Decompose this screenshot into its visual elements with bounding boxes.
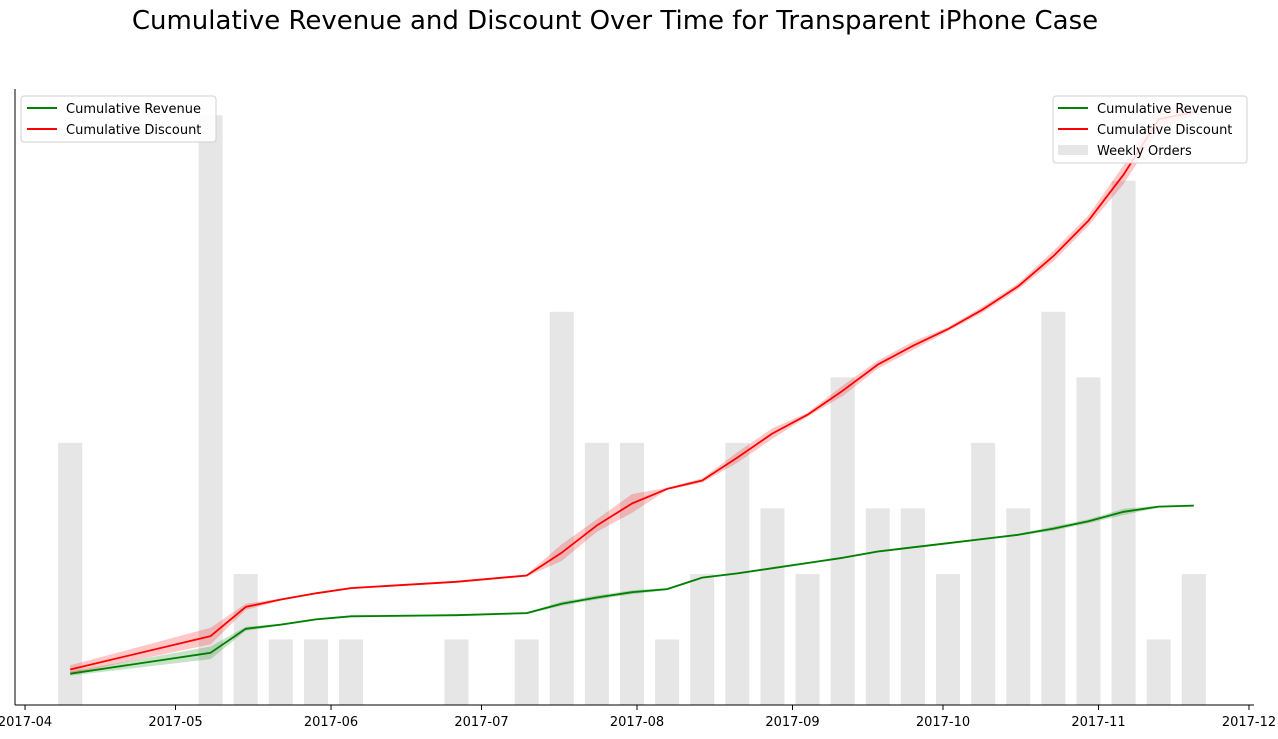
x-tick-label: 2017-10 [916,715,970,730]
weekly-orders-bar [198,115,223,705]
weekly-orders-bar [584,442,609,705]
weekly-orders-bar [339,639,364,705]
legend-right-frame [1052,95,1248,164]
weekly-orders-bar [58,442,83,705]
legend-left: Cumulative Revenue Cumulative Discount [20,95,217,143]
x-ticks-layer: 2017-04 2017-05 2017-06 2017-07 2017-08 2017-… [0,705,1276,730]
weekly-orders-bar [1181,573,1206,705]
x-tick-label: 2017-08 [610,715,664,730]
x-tick-label: 2017-06 [304,715,358,730]
weekly-orders-bar [795,573,820,705]
lines-layer [69,111,1194,675]
weekly-orders-bar [303,639,328,705]
weekly-orders-bar [1111,180,1136,705]
chart-title: Cumulative Revenue and Discount Over Tim… [131,6,1099,36]
x-tick-label: 2017-07 [454,715,508,730]
x-tick-label: 2017-12 [1222,715,1276,730]
legend-left-discount-label: Cumulative Discount [66,123,201,138]
weekly-orders-bar [760,508,785,705]
legend-right-orders-label: Weekly Orders [1097,144,1192,159]
x-tick-label: 2017-11 [1071,715,1125,730]
weekly-orders-bar [865,508,890,705]
legend-right-orders-swatch [1058,145,1088,155]
weekly-orders-bar [830,377,855,705]
weekly-orders-bar [936,573,961,705]
legend-right-revenue-label: Cumulative Revenue [1097,102,1232,117]
x-tick-label: 2017-04 [0,715,52,730]
weekly-orders-bar [1006,508,1031,705]
weekly-orders-bar [268,639,293,705]
weekly-orders-bar [1146,639,1171,705]
weekly-orders-bar [514,639,539,705]
revenue-line [70,504,1194,675]
weekly-orders-bar [619,442,644,705]
legend-right-discount-label: Cumulative Discount [1097,123,1232,138]
legend-left-frame [20,95,217,143]
axes-layer [14,89,1254,706]
weekly-orders-bar [655,639,680,705]
legend-left-revenue-label: Cumulative Revenue [66,102,201,117]
weekly-orders-bar [971,442,996,705]
legend-right: Cumulative Revenue Cumulative Discount W… [1052,95,1248,164]
weekly-orders-bar [690,573,715,705]
weekly-orders-bar [444,639,469,705]
bars-layer [58,115,1206,705]
weekly-orders-bar [233,573,258,705]
discount-line [69,111,1194,671]
x-tick-label: 2017-09 [765,715,819,730]
weekly-orders-bar [549,311,574,705]
weekly-orders-bar [1076,377,1101,705]
weekly-orders-bar [1041,311,1066,705]
x-tick-label: 2017-05 [148,715,202,730]
weekly-orders-bar [900,508,925,705]
